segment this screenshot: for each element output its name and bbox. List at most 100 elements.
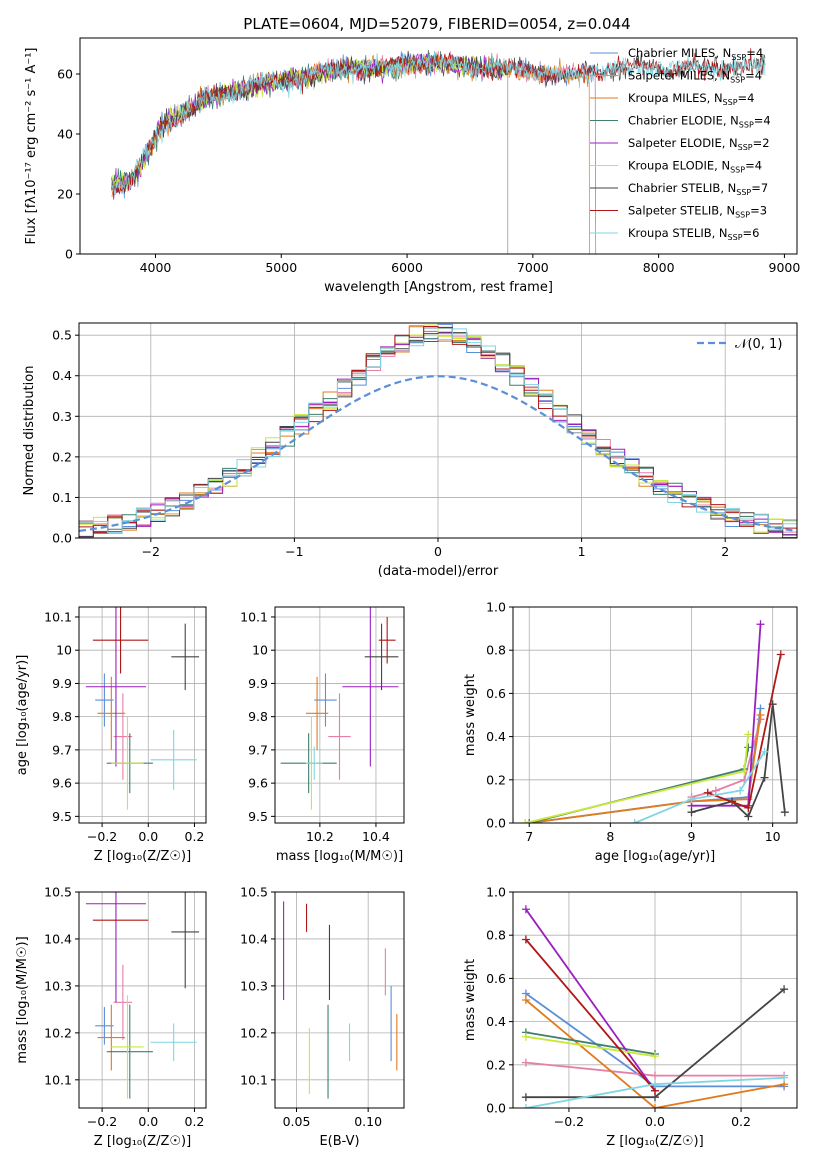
panel-mass_weight_vs_age: 7 8 9 10 0.0 0.2 0.4 0.6 0.8 1.0 age [log₁₀(age/yr… — [463, 600, 798, 864]
y-tick-label: 10.1 — [44, 1072, 72, 1087]
x-tick-label: 1 — [578, 544, 586, 559]
spectrum-line-chabrier-miles — [111, 51, 597, 254]
x-tick-label: 0.0 — [138, 829, 158, 844]
x-tick-label: 7 — [525, 829, 533, 844]
point-marker-salpeter-stelib — [776, 650, 785, 659]
legend-label-kroupa-elodie: Kroupa ELODIE, NSSP=4 — [628, 159, 762, 175]
legend-label-salpeter-stelib: Salpeter STELIB, NSSP=3 — [628, 204, 767, 220]
point-marker-chabrier-elodie — [525, 819, 534, 823]
point-marker-chabrier-stelib — [521, 1093, 530, 1102]
x-axis-label: Z [log₁₀(Z/Z☉)] — [606, 1134, 703, 1149]
x-tick-label: 4000 — [140, 260, 172, 275]
y-tick-label: 9.8 — [248, 709, 268, 724]
panel-age_vs_mass: 10.2 10.4 9.5 9.6 9.7 9.8 9.9 10 10.1 mass [log₁₀… — [240, 606, 405, 864]
x-tick-label: −0.2 — [87, 1114, 117, 1129]
y-tick-label: 0.8 — [486, 928, 506, 943]
point-marker-kroupa-stelib — [521, 1104, 530, 1108]
x-tick-label: 5000 — [265, 260, 297, 275]
y-tick-label: 10.1 — [240, 609, 268, 624]
spectrum-line-salpeter-elodie — [111, 52, 509, 254]
x-tick-label: 0.2 — [185, 829, 205, 844]
y-axis-label: Flux [fλ10⁻¹⁷ erg cm⁻² s⁻¹ A⁻¹] — [24, 48, 39, 245]
y-tick-label: 0.0 — [52, 531, 72, 546]
y-tick-label: 10.4 — [44, 931, 72, 946]
series-line-kroupa-miles — [525, 999, 785, 1108]
point-marker-chabrier-stelib — [687, 808, 696, 817]
y-tick-label: 9.7 — [248, 742, 268, 757]
spectrum-line-salpeter-stelib — [111, 48, 766, 200]
plot-area-mass_vs_ebv — [283, 901, 398, 1099]
y-axis-label: mass [log₁₀(M/M☉)] — [15, 936, 30, 1063]
series-line-kroupa-elodie — [525, 1035, 656, 1058]
y-tick-label: 0.2 — [52, 449, 72, 464]
panel-mass_vs_Z: −0.2 0.0 0.2 10.1 10.2 10.3 10.4 10.5 Z [log₁₀(Z… — [15, 885, 207, 1149]
x-tick-label: −0.2 — [87, 829, 117, 844]
histogram-chabrier-stelib — [79, 332, 797, 538]
spectrum-line-kroupa-stelib — [111, 51, 766, 195]
y-tick-label: 10.1 — [44, 609, 72, 624]
legend-label-kroupa-stelib: Kroupa STELIB, NSSP=6 — [628, 226, 759, 242]
legend-label-chabrier-stelib: Chabrier STELIB, NSSP=7 — [628, 181, 768, 197]
legend-label-normal: 𝒩(0, 1) — [735, 337, 782, 352]
series-line-salpeter-elodie — [691, 624, 762, 807]
series-line-kroupa-miles — [529, 714, 762, 823]
legend-label-salpeter-miles: Salpeter MILES, NSSP=4 — [628, 69, 762, 85]
plot-area-mass_weight_vs_Z — [521, 905, 789, 1108]
panel-residuals: −2 −1 0 1 2 0.0 0.1 0.2 0.3 0.4 0.5 (data-model)/er… — [22, 322, 798, 579]
y-tick-label: 0.6 — [486, 971, 506, 986]
axes-frame — [274, 891, 405, 1109]
series-line-salpeter-stelib — [525, 938, 656, 1092]
x-tick-label: −0.2 — [554, 1114, 584, 1129]
legend-label-chabrier-miles: Chabrier MILES, NSSP=4 — [628, 46, 763, 62]
y-tick-label: 10.2 — [44, 1025, 72, 1040]
x-tick-label: 0.05 — [283, 1114, 311, 1129]
y-tick-label: 0 — [65, 247, 73, 262]
y-tick-label: 0.4 — [486, 1014, 506, 1029]
plot-area-residuals — [79, 323, 797, 538]
y-tick-label: 10 — [56, 643, 72, 658]
x-axis-label: (data-model)/error — [378, 564, 499, 579]
point-marker-chabrier-stelib — [780, 985, 789, 994]
y-tick-label: 9.6 — [52, 776, 72, 791]
y-tick-label: 0.0 — [486, 816, 506, 831]
y-axis-label: Normed distribution — [22, 366, 37, 496]
x-tick-label: 10 — [765, 829, 781, 844]
y-tick-label: 9.8 — [52, 709, 72, 724]
point-marker-kroupa-miles — [651, 1104, 659, 1108]
point-marker-kroupa-miles — [521, 996, 530, 1004]
x-axis-label: age [log₁₀(age/yr)] — [595, 849, 716, 864]
x-axis-label: wavelength [Angstrom, rest frame] — [324, 280, 553, 295]
point-marker-kroupa-elodie — [521, 819, 530, 823]
figure-title: PLATE=0604, MJD=52079, FIBERID=0054, z=0… — [243, 15, 630, 33]
x-tick-label: 10.4 — [362, 829, 390, 844]
x-tick-label: 0.2 — [185, 1114, 205, 1129]
y-tick-label: 10.2 — [240, 1025, 268, 1040]
plot-area-mass_weight_vs_age — [521, 620, 789, 823]
y-tick-label: 0.1 — [52, 490, 72, 505]
x-tick-label: 9 — [688, 829, 696, 844]
y-tick-label: 0.4 — [486, 729, 506, 744]
y-tick-label: 40 — [57, 127, 73, 142]
x-tick-label: 0.10 — [354, 1114, 382, 1129]
point-marker-salpeter-stelib — [744, 803, 753, 812]
x-axis-label: Z [log₁₀(Z/Z☉)] — [94, 849, 191, 864]
legend-label-salpeter-elodie: Salpeter ELODIE, NSSP=2 — [628, 136, 770, 152]
y-tick-label: 9.5 — [248, 809, 268, 824]
y-tick-label: 1.0 — [486, 600, 506, 615]
point-marker-kroupa-stelib — [687, 795, 696, 804]
x-tick-label: 6000 — [391, 260, 423, 275]
point-marker-chabrier-elodie — [744, 743, 753, 752]
x-tick-label: 9000 — [769, 260, 801, 275]
point-marker-kroupa-elodie — [651, 1052, 659, 1061]
point-marker-kroupa-miles — [756, 711, 765, 719]
point-marker-kroupa-stelib — [630, 819, 639, 823]
axes-frame — [79, 37, 798, 255]
y-tick-label: 9.5 — [52, 809, 72, 824]
y-tick-label: 0.5 — [52, 328, 72, 343]
point-marker-salpeter-stelib — [521, 935, 530, 944]
series-line-chabrier-stelib — [691, 704, 786, 819]
y-tick-label: 0.2 — [486, 772, 506, 787]
spectrum-line-kroupa-miles — [111, 50, 590, 254]
x-tick-label: −1 — [285, 544, 303, 559]
